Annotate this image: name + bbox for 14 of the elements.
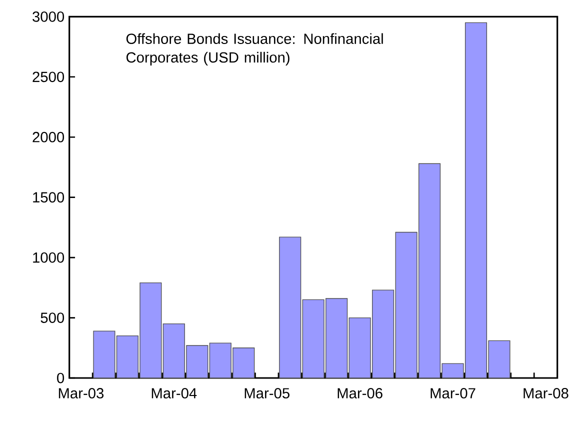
y-tick-label: 3000: [32, 11, 64, 22]
y-tick-label: 2500: [32, 72, 64, 82]
x-tick-label: Mar-07: [430, 388, 476, 398]
x-tick-label: Mar-05: [244, 388, 290, 398]
x-tick-label: Mar-08: [524, 388, 568, 398]
x-tick-label: Mar-06: [338, 388, 382, 398]
x-tick-label: Mar-03: [58, 388, 104, 398]
y-tick-label: 2000: [32, 132, 64, 142]
y-tick-label: 1000: [33, 252, 64, 263]
y-tick-label: 500: [40, 312, 64, 323]
x-tick-label: Mar-04: [152, 388, 197, 398]
y-tick-label: 0: [57, 372, 64, 384]
text: Offshore Bonds Issuance: Nonfinancial Corporates (USD million): [126, 33, 383, 66]
y-tick-label: 1500: [33, 192, 64, 203]
